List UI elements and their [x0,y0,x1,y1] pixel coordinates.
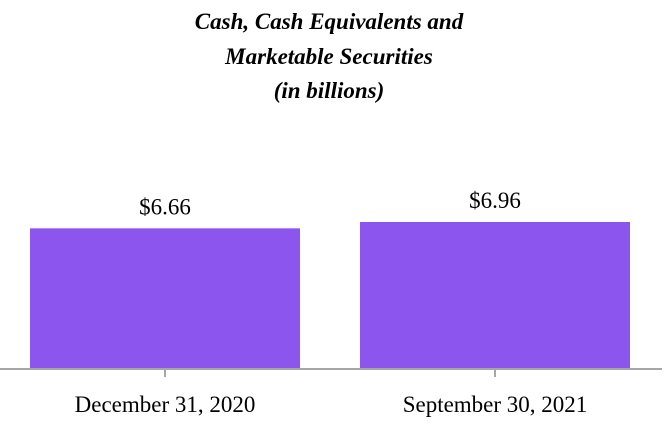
plot-area: $6.66 $6.96 December 31, 2020 September 30,… [0,188,662,417]
chart-title-line-3: (in billions) [274,78,385,103]
x-tick-label-2: September 30, 2021 [403,392,588,417]
chart-title: Cash, Cash Equivalents and Marketable Se… [195,9,464,103]
bar-2 [360,222,630,369]
chart-title-line-2: Marketable Securities [224,44,433,69]
chart-title-line-1: Cash, Cash Equivalents and [195,9,464,34]
x-tick-label-1: December 31, 2020 [75,392,256,417]
bar-value-label-1: $6.66 [139,194,191,219]
bar-1 [30,228,300,369]
bar-value-label-2: $6.96 [469,188,521,213]
